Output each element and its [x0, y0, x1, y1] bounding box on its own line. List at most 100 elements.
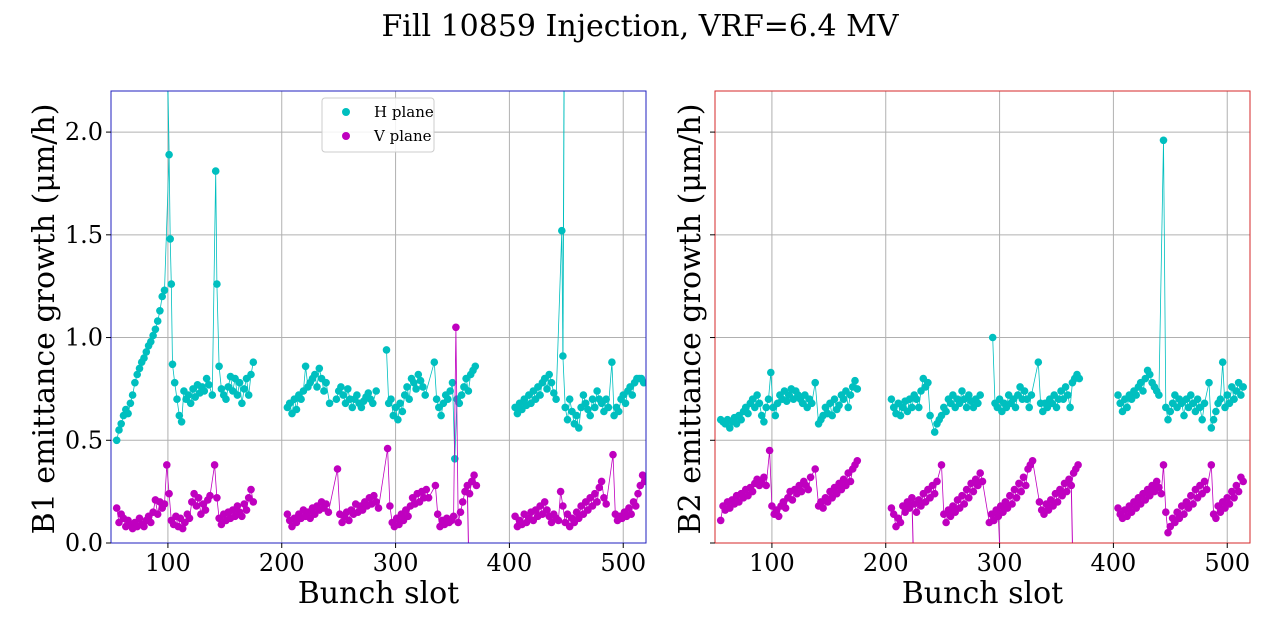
v-plane-point [1019, 473, 1028, 482]
h-plane-point [215, 362, 223, 371]
v-plane-point [213, 494, 221, 502]
v-plane-point [338, 518, 346, 527]
h-plane-point [464, 387, 473, 395]
x-tick-label: 100 [145, 549, 191, 577]
v-plane-point [1053, 498, 1062, 506]
h-plane-point [1027, 391, 1036, 399]
h-plane-point [184, 391, 193, 399]
h-plane-point [908, 403, 916, 412]
h-plane-point [726, 424, 734, 432]
h-plane-point [457, 391, 466, 399]
h-plane-point [828, 411, 836, 420]
v-plane-point [456, 508, 465, 516]
v-plane-point [1187, 491, 1195, 500]
h-plane-point [593, 387, 601, 395]
h-plane-point [222, 395, 230, 404]
h-plane-point [965, 391, 973, 399]
v-plane-point [206, 491, 214, 500]
h-plane-point [559, 352, 567, 360]
h-plane-point [588, 395, 597, 404]
x-tick-label: 200 [863, 549, 909, 577]
h-plane-point [1064, 391, 1072, 399]
h-plane-point [165, 150, 173, 159]
v-plane-point [163, 461, 171, 469]
h-plane-point [364, 389, 373, 397]
v-plane-point [811, 465, 819, 473]
series-spike [997, 516, 1001, 543]
h-plane-point [1052, 403, 1061, 412]
v-plane-point [638, 471, 646, 479]
v-plane-point [930, 489, 939, 498]
v-plane-point [591, 489, 599, 498]
h-plane-point [455, 399, 464, 408]
v-plane-point [908, 494, 916, 502]
h-plane-point [357, 403, 366, 412]
series-line-h [116, 154, 645, 459]
h-plane-point [444, 395, 452, 404]
h-plane-point [208, 391, 217, 399]
h-plane-point [1230, 395, 1238, 404]
h-plane-point [581, 399, 590, 408]
v-plane-point [965, 494, 973, 502]
v-plane-point [472, 481, 481, 490]
h-plane-point [924, 378, 932, 387]
h-plane-point [1200, 399, 1209, 408]
h-plane-point [337, 383, 345, 391]
h-plane-point [1114, 391, 1122, 399]
v-plane-point [383, 444, 392, 453]
v-plane-point [559, 502, 567, 510]
v-plane-point [238, 512, 246, 521]
v-plane-point [178, 524, 187, 533]
h-plane-point [249, 358, 258, 367]
h-plane-point [930, 428, 939, 436]
v-plane-point [1202, 485, 1211, 494]
h-plane-point [414, 370, 423, 379]
v-plane-point [324, 508, 333, 516]
x-tick-label: 300 [373, 549, 419, 577]
x-axis-label: Bunch slot [902, 576, 1063, 611]
v-plane-point [147, 518, 155, 527]
h-plane-point [421, 391, 430, 399]
v-plane-point [1173, 508, 1181, 516]
h-plane-point [325, 399, 334, 408]
h-plane-point [1187, 391, 1195, 399]
v-plane-point [1015, 479, 1023, 488]
v-plane-point [465, 489, 474, 498]
h-plane-point [604, 403, 613, 412]
axes-frame [110, 90, 647, 544]
h-plane-point [1025, 403, 1033, 412]
v-plane-point [915, 496, 923, 504]
v-plane-point [762, 481, 770, 490]
v-plane-point [240, 500, 248, 508]
h-plane-point [811, 378, 819, 387]
x-tick-label: 300 [977, 549, 1023, 577]
h-plane-point [1020, 387, 1029, 395]
v-plane-point [540, 498, 549, 506]
panel-b2: 100 200 300 400 500 Bunch slot B2 emittance gr… [673, 90, 1251, 611]
h-plane-point [156, 307, 164, 315]
h-plane-point [430, 358, 439, 367]
h-plane-point [403, 383, 411, 391]
h-plane-point [1034, 358, 1043, 367]
v-plane-point [716, 516, 725, 525]
h-plane-point [561, 403, 569, 412]
h-plane-point [575, 424, 583, 432]
h-plane-point [213, 280, 221, 288]
x-tick-label: 500 [1204, 549, 1250, 577]
y-tick-label: 1.5 [65, 221, 103, 249]
h-plane-point [140, 354, 148, 362]
v-plane-point [470, 471, 478, 480]
h-plane-point [131, 378, 139, 387]
h-plane-point [545, 370, 553, 379]
h-plane-point [737, 415, 745, 424]
v-plane-point [1189, 500, 1197, 508]
h-plane-point [753, 391, 761, 399]
v-plane-point [1010, 485, 1019, 494]
h-plane-point [1146, 370, 1154, 379]
v-plane-point [1157, 489, 1165, 498]
h-plane-point [124, 409, 132, 418]
h-plane-point [410, 378, 418, 387]
h-plane-point [1139, 387, 1147, 395]
v-plane-point [1062, 487, 1071, 496]
h-plane-point [602, 395, 610, 404]
